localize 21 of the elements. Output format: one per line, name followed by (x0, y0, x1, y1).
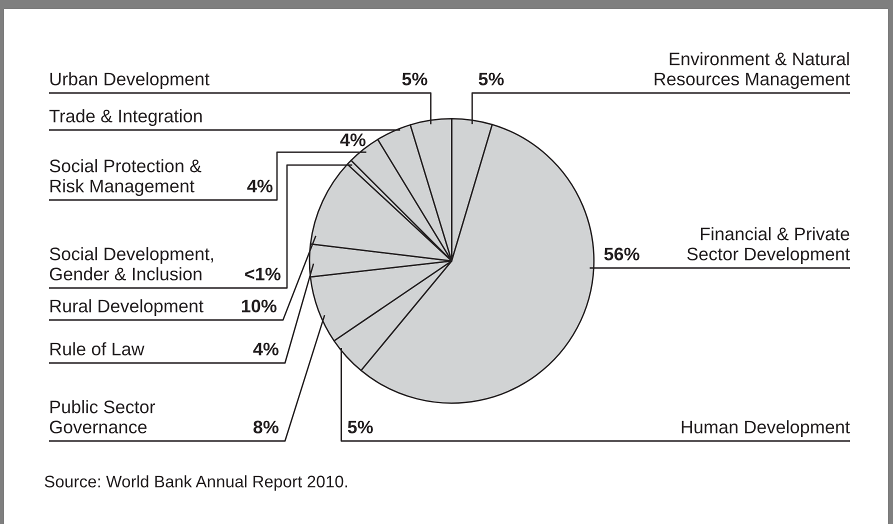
slice-label: Rural Development (50, 299, 204, 316)
data-label: 4% (340, 134, 366, 146)
data-label: 56% (604, 248, 640, 260)
slice-label: Rule of Law (50, 342, 144, 356)
slice-label: Trade & Integration (49, 109, 202, 126)
slice-label: Environment & Natural Resources Management (654, 52, 850, 89)
data-label: <1% (245, 268, 281, 280)
data-label: 4% (247, 180, 273, 192)
slice-label: Social Development, Gender & Inclusion (50, 247, 213, 280)
data-label: 4% (253, 342, 279, 356)
slice-label: Public Sector Governance (50, 400, 156, 434)
data-label: 5% (402, 72, 428, 86)
slice-label: Financial & Private Sector Development (687, 227, 850, 264)
data-label: 5% (478, 72, 504, 86)
slice-label: Social Protection & Risk Management (50, 159, 202, 196)
data-label: 5% (348, 420, 373, 434)
slice-label: Urban Development (50, 72, 210, 89)
source-note: Source: World Bank Annual Report 2010. (44, 475, 347, 491)
slice-label: Human Development (682, 420, 850, 437)
data-label: 10% (242, 300, 277, 312)
data-label: 8% (253, 420, 279, 434)
